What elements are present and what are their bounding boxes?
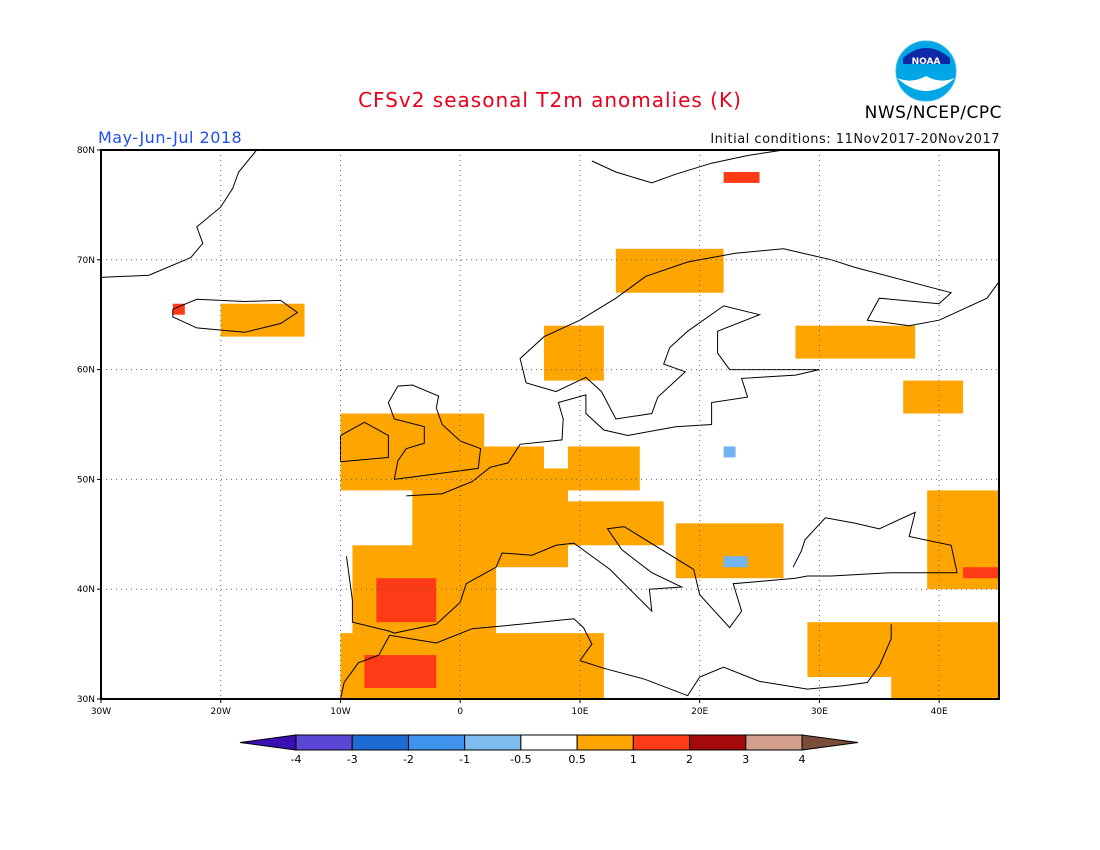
- initial-conditions: Initial conditions: 11Nov2017-20Nov2017: [710, 132, 1000, 147]
- anomaly-cell-22: [723, 556, 748, 568]
- anomaly-cell-19: [723, 171, 760, 183]
- legend-swatch-9: [745, 734, 803, 751]
- lon-tick-label: 20E: [691, 707, 708, 717]
- legend-swatch-8: [689, 734, 747, 751]
- coastline-svalbard: [591, 149, 784, 184]
- lat-tick-label: 30N: [77, 695, 95, 705]
- coastline-south: [346, 511, 958, 634]
- legend-label: 2: [686, 753, 693, 766]
- legend-label: 3: [742, 753, 749, 766]
- lat-tick-label: 80N: [77, 146, 95, 156]
- legend-label: 4: [799, 753, 806, 766]
- lon-tick-label: 10W: [330, 707, 350, 717]
- legend-label: -3: [347, 753, 358, 766]
- anomaly-cell-4: [567, 501, 664, 546]
- lon-tick-label: 10E: [571, 707, 588, 717]
- legend-swatch-6: [576, 734, 634, 751]
- lon-tick-label: 40E: [931, 707, 948, 717]
- anomaly-cell-10: [675, 523, 784, 579]
- map-title: CFSv2 seasonal T2m anomalies (K): [358, 88, 742, 112]
- organization-label: NWS/NCEP/CPC: [864, 103, 1002, 123]
- legend-swatch-4: [464, 734, 522, 751]
- legend-arrow-right: [801, 734, 859, 751]
- legend-label: 1: [630, 753, 637, 766]
- anomaly-cell-14: [903, 380, 964, 414]
- coastline-north: [406, 248, 1000, 497]
- anomaly-cell-20: [963, 567, 999, 579]
- coastline-ireland: [340, 421, 389, 463]
- legend-label: -1: [459, 753, 470, 766]
- color-legend: -4 -3 -2 -1 -0.5 0.5 1 2 3 4: [239, 734, 859, 766]
- lon-tick-label: 0: [457, 707, 463, 717]
- lat-tick-label: 50N: [77, 475, 95, 485]
- legend-swatch-3: [407, 734, 466, 751]
- lat-tick-label: 70N: [77, 256, 95, 266]
- noaa-logo-text: NOAA: [912, 57, 941, 67]
- anomaly-cell-7: [544, 325, 604, 381]
- lat-tick-label: 60N: [77, 366, 95, 376]
- lon-tick-label: 30E: [811, 707, 828, 717]
- legend-label: -0.5: [510, 753, 531, 766]
- forecast-period: May-Jun-Jul 2018: [98, 128, 243, 147]
- anomaly-cell-9: [795, 325, 916, 359]
- coastline-greenland: [100, 149, 258, 278]
- anomaly-cell-12: [891, 644, 999, 699]
- legend-swatch-7: [632, 734, 691, 751]
- coastline-africa: [340, 618, 892, 700]
- legend-swatch-1: [295, 734, 353, 751]
- legend-swatch-5: [520, 734, 578, 751]
- legend-swatch-2: [351, 734, 409, 751]
- lat-tick-label: 40N: [77, 585, 95, 595]
- anomaly-cell-17: [364, 655, 437, 689]
- lon-tick-label: 20W: [211, 707, 231, 717]
- noaa-logo: NOAA: [895, 40, 957, 102]
- coastline-britain: [387, 384, 482, 480]
- legend-arrow-left: [239, 734, 297, 751]
- legend-label: -4: [291, 753, 302, 766]
- anomaly-cell-21: [723, 446, 736, 458]
- map-frame: [100, 149, 1000, 700]
- lon-tick-label: 30W: [91, 707, 111, 717]
- legend-label: -2: [403, 753, 414, 766]
- anomaly-cell-18: [172, 303, 185, 315]
- anomaly-cell-16: [376, 578, 437, 623]
- legend-label: 0.5: [568, 753, 586, 766]
- anomaly-cell-3: [567, 446, 640, 491]
